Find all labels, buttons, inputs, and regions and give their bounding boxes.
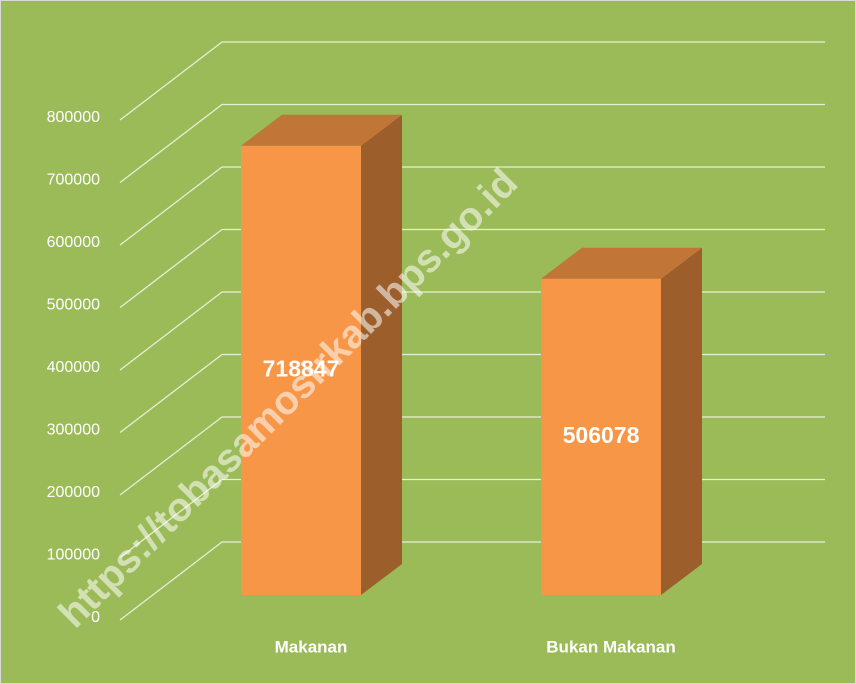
bar-side [661, 247, 702, 596]
y-tick-label: 700000 [47, 172, 100, 189]
y-tick-label: 600000 [47, 234, 100, 251]
grid-line [119, 103, 825, 184]
x-tick-label: Makanan [275, 637, 348, 656]
bar [541, 278, 661, 595]
x-tick-label: Bukan Makanan [546, 637, 675, 656]
y-tick-label: 200000 [47, 484, 100, 501]
y-tick-label: 100000 [47, 547, 100, 564]
y-tick-label: 0 [91, 609, 100, 626]
data-label: 718847 [263, 355, 340, 381]
bar-side [361, 114, 402, 595]
y-tick-label: 300000 [47, 422, 100, 439]
y-tick-label: 500000 [47, 297, 100, 314]
bar-top [241, 114, 402, 146]
bar [241, 145, 361, 595]
grid-line [119, 41, 825, 121]
data-label: 506078 [563, 422, 640, 448]
y-tick-label: 800000 [47, 109, 100, 126]
bar-top [541, 247, 702, 279]
y-tick-label: 400000 [47, 359, 100, 376]
grid-line [119, 166, 825, 246]
grid-line [119, 228, 825, 309]
